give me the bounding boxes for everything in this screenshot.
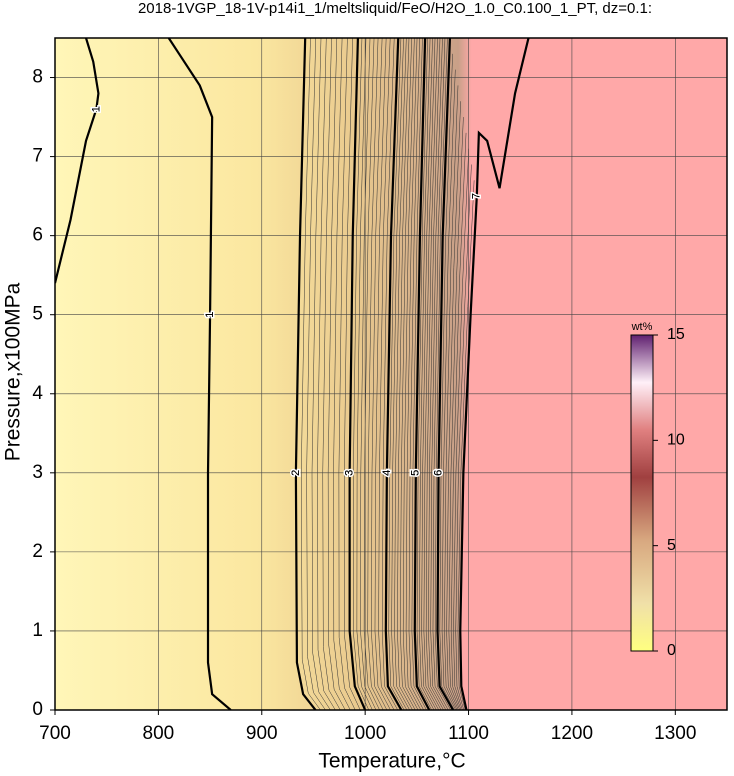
y-axis-label: Pressure,x100MPa	[2, 282, 25, 461]
contour-label: 1	[204, 312, 216, 318]
contour-label: 3	[344, 470, 356, 476]
y-tick-label: 2	[32, 541, 43, 562]
high-region	[460, 38, 727, 710]
contour-label: 7	[471, 193, 483, 199]
contour-label: 1	[90, 106, 102, 112]
x-tick-label: 800	[143, 723, 175, 744]
minor-contour	[333, 38, 351, 710]
colorbar-tick-label: 5	[667, 537, 676, 554]
contour-line	[294, 38, 317, 710]
contour-line	[459, 38, 530, 710]
minor-contour	[311, 38, 331, 710]
contour-label: 2	[290, 470, 302, 476]
contour-line	[55, 38, 100, 284]
colorbar-tick-label: 10	[667, 432, 685, 449]
contour-label: 3	[344, 470, 356, 476]
contour-line	[167, 38, 232, 710]
x-tick-label: 1100	[448, 723, 489, 744]
y-tick-label: 6	[32, 225, 43, 246]
y-tick-label: 4	[32, 383, 43, 404]
colorbar-tick-label: 0	[667, 642, 676, 659]
y-tick-label: 3	[32, 462, 43, 483]
y-tick-label: 7	[32, 146, 43, 167]
minor-contour	[338, 38, 356, 710]
contour-line	[384, 38, 403, 710]
colorbar	[630, 334, 654, 652]
contour-label: 1	[90, 106, 102, 112]
x-tick-label: 1300	[654, 723, 696, 744]
minor-contour	[344, 38, 361, 710]
minor-contour	[317, 38, 336, 710]
contour-label: 4	[381, 470, 393, 476]
contour-label: 2	[290, 470, 302, 476]
x-tick-label: 1000	[344, 723, 386, 744]
y-tick-label: 8	[32, 67, 43, 88]
y-tick-label: 5	[32, 304, 43, 325]
x-axis-label: Temperature,°C	[318, 750, 465, 773]
contour-line	[436, 38, 454, 710]
colorbar-tick-label: 15	[667, 326, 685, 343]
contour-label: 7	[471, 193, 483, 199]
y-tick-label: 1	[32, 620, 43, 641]
minor-contour	[306, 38, 326, 710]
minor-contour	[327, 38, 346, 710]
minor-contour	[322, 38, 341, 710]
chart-title: 2018-1VGP_18-1V-p14i1_1/meltsliquid/FeO/…	[138, 0, 652, 17]
contour-line	[348, 38, 367, 710]
plot-frame	[54, 37, 728, 711]
axes: 700 800 900 1000 1100 1200 1300 0 1 2 3 4 5 6 7 8 wt% 0 5 1…	[32, 37, 728, 744]
colorbar-label: wt%	[631, 321, 653, 333]
y-tick-label: 0	[32, 699, 43, 720]
contour-label: 1	[204, 312, 216, 318]
contour-label: 6	[432, 470, 444, 476]
contour-label: 5	[410, 470, 422, 476]
x-tick-label: 1200	[551, 723, 593, 744]
contour-label: 6	[432, 470, 444, 476]
contour-label: 4	[381, 470, 393, 476]
x-tick-label: 900	[246, 723, 278, 744]
x-tick-label: 700	[39, 723, 71, 744]
contour-line	[413, 38, 431, 710]
minor-contour	[301, 38, 321, 710]
contour-label: 5	[410, 470, 422, 476]
